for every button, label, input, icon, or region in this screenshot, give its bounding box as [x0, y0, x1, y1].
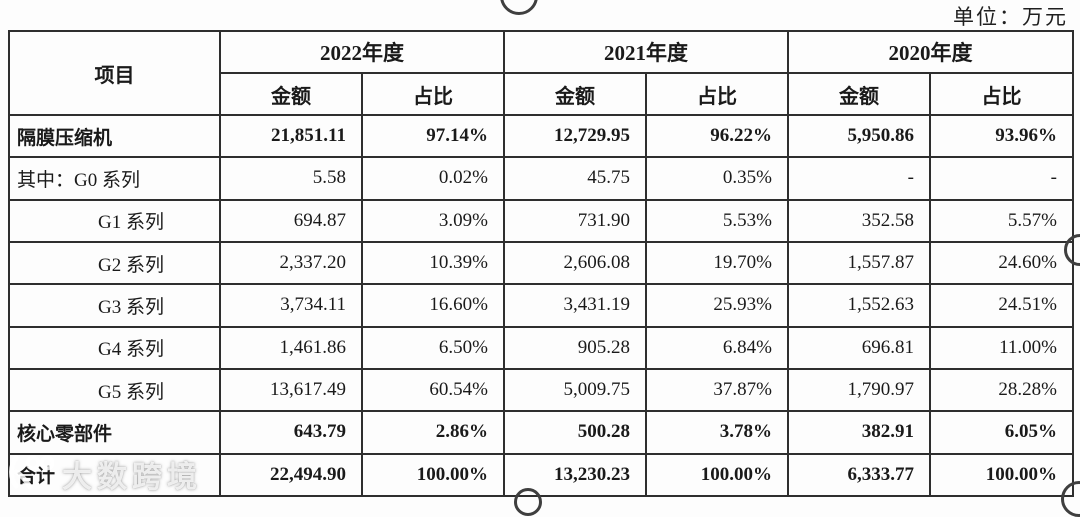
cell: 24.51% — [929, 283, 1074, 328]
col-header-item: 项目 — [8, 30, 221, 116]
table-row-g1: G1 系列 694.87 3.09% 731.90 5.53% 352.58 5… — [8, 198, 1074, 243]
table-row-g2: G2 系列 2,337.20 10.39% 2,606.08 19.70% 1,… — [8, 240, 1074, 286]
table-row-diaphragm-compressor: 隔膜压缩机 21,851.11 97.14% 12,729.95 96.22% … — [8, 113, 1074, 159]
cell: 3,734.11 — [219, 283, 363, 328]
row-label: G5 系列 — [8, 367, 221, 413]
cell: 13,617.49 — [219, 367, 363, 413]
row-label: 合计 — [8, 452, 221, 498]
cell: 1,790.97 — [787, 367, 931, 413]
cell: 5,950.86 — [787, 113, 931, 159]
col-header-amount-2022: 金额 — [219, 72, 363, 116]
cell: 22,494.90 — [219, 452, 363, 498]
row-label: 核心零部件 — [8, 410, 221, 455]
col-header-2022: 2022年度 — [219, 30, 505, 74]
cell: 3.09% — [361, 198, 505, 243]
table-row-core-components: 核心零部件 643.79 2.86% 500.28 3.78% 382.91 6… — [8, 410, 1074, 455]
cell: 1,552.63 — [787, 283, 931, 328]
table-row-g3: G3 系列 3,734.11 16.60% 3,431.19 25.93% 1,… — [8, 283, 1074, 328]
cell: 60.54% — [361, 367, 505, 413]
cell: 24.60% — [929, 240, 1074, 286]
row-label: G4 系列 — [8, 325, 221, 370]
cell: 6,333.77 — [787, 452, 931, 498]
cell: 93.96% — [929, 113, 1074, 159]
cell: 6.84% — [645, 325, 789, 370]
cell: 1,461.86 — [219, 325, 363, 370]
cell: 19.70% — [645, 240, 789, 286]
cell: 5.57% — [929, 198, 1074, 243]
document-page: { "page": { "unit_label": "单位：万元" }, "wa… — [8, 0, 1080, 517]
col-header-2021: 2021年度 — [503, 30, 789, 74]
cell: 10.39% — [361, 240, 505, 286]
cell: 5.53% — [645, 198, 789, 243]
cell: 1,557.87 — [787, 240, 931, 286]
cell: 382.91 — [787, 410, 931, 455]
col-header-2020: 2020年度 — [787, 30, 1074, 74]
cell: 25.93% — [645, 283, 789, 328]
col-header-ratio-2021: 占比 — [645, 72, 789, 116]
col-header-ratio-2020: 占比 — [929, 72, 1074, 116]
cell: 6.50% — [361, 325, 505, 370]
revenue-table: 项目 2022年度 2021年度 2020年度 金额 占比 金额 占比 金额 占… — [8, 30, 1074, 498]
unit-label: 单位：万元 — [953, 5, 1068, 29]
cell: 13,230.23 — [503, 452, 647, 498]
cell: 3.78% — [645, 410, 789, 455]
cell: 12,729.95 — [503, 113, 647, 159]
cell: 16.60% — [361, 283, 505, 328]
cell: 100.00% — [929, 452, 1074, 498]
annotation-ring-top — [500, 0, 538, 15]
table-row-g5: G5 系列 13,617.49 60.54% 5,009.75 37.87% 1… — [8, 367, 1074, 413]
cell: 21,851.11 — [219, 113, 363, 159]
cell: 352.58 — [787, 198, 931, 243]
cell: 694.87 — [219, 198, 363, 243]
cell: 6.05% — [929, 410, 1074, 455]
row-label: 隔膜压缩机 — [8, 113, 221, 159]
table-row-g4: G4 系列 1,461.86 6.50% 905.28 6.84% 696.81… — [8, 325, 1074, 370]
cell: 11.00% — [929, 325, 1074, 370]
col-header-amount-2020: 金额 — [787, 72, 931, 116]
col-header-amount-2021: 金额 — [503, 72, 647, 116]
cell: 2,606.08 — [503, 240, 647, 286]
cell: 643.79 — [219, 410, 363, 455]
row-label: G3 系列 — [8, 283, 221, 328]
cell: 100.00% — [645, 452, 789, 498]
cell: 2.86% — [361, 410, 505, 455]
cell: 3,431.19 — [503, 283, 647, 328]
row-label: 其中：G0 系列 — [8, 156, 221, 201]
cell: 500.28 — [503, 410, 647, 455]
cell: 731.90 — [503, 198, 647, 243]
table-row-g0: 其中：G0 系列 5.58 0.02% 45.75 0.35% - - — [8, 156, 1074, 201]
cell: 905.28 — [503, 325, 647, 370]
cell: 97.14% — [361, 113, 505, 159]
row-label: G2 系列 — [8, 240, 221, 286]
cell: 0.35% — [645, 156, 789, 201]
cell: 5,009.75 — [503, 367, 647, 413]
cell: 28.28% — [929, 367, 1074, 413]
cell: 5.58 — [219, 156, 363, 201]
cell: - — [929, 156, 1074, 201]
cell: 100.00% — [361, 452, 505, 498]
cell: 37.87% — [645, 367, 789, 413]
col-header-ratio-2022: 占比 — [361, 72, 505, 116]
cell: 0.02% — [361, 156, 505, 201]
header-row-years: 项目 2022年度 2021年度 2020年度 — [8, 30, 1074, 116]
table-row-total: 合计 22,494.90 100.00% 13,230.23 100.00% 6… — [8, 452, 1074, 498]
row-label: G1 系列 — [8, 198, 221, 243]
cell: 96.22% — [645, 113, 789, 159]
cell: 696.81 — [787, 325, 931, 370]
cell: 45.75 — [503, 156, 647, 201]
cell: 2,337.20 — [219, 240, 363, 286]
cell: - — [787, 156, 931, 201]
header-row-sub: 金额 占比 金额 占比 金额 占比 — [9, 72, 1074, 116]
